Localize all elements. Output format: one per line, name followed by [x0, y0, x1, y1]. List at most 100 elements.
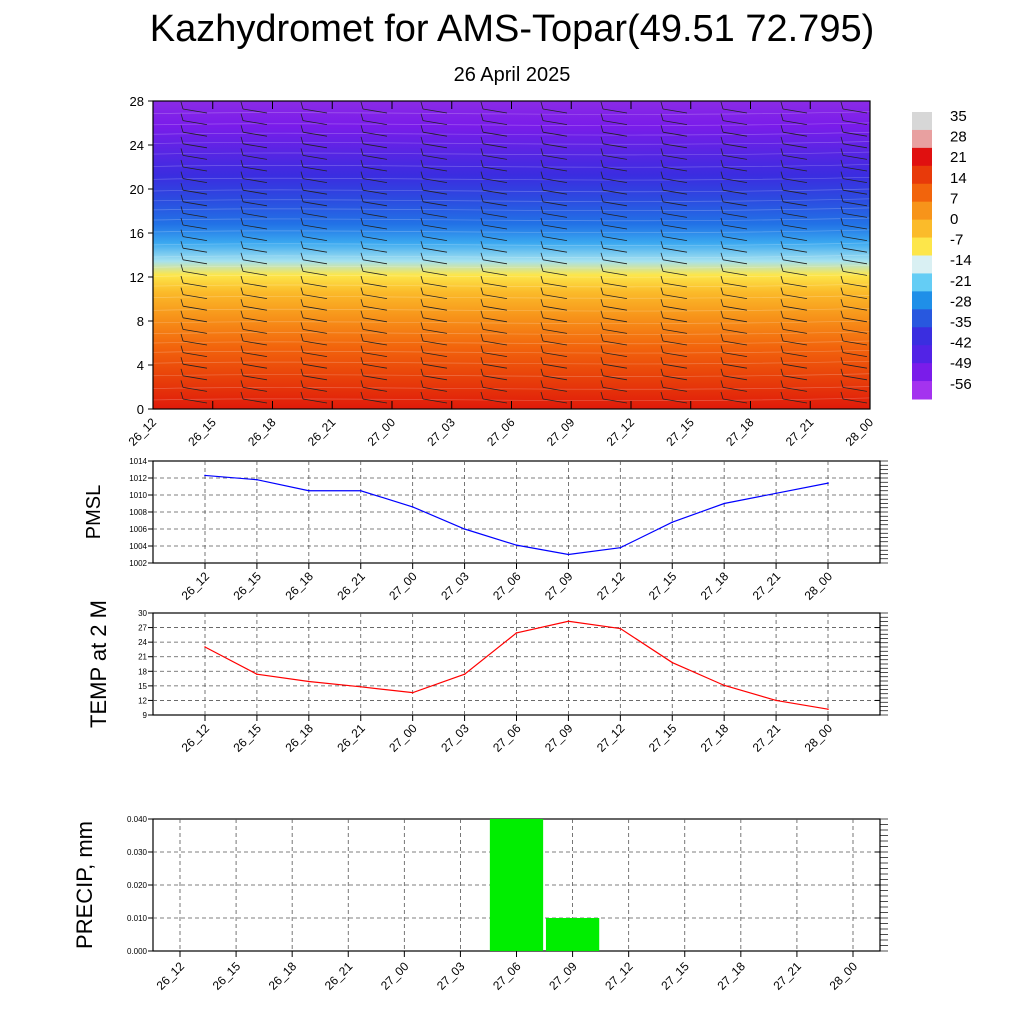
wind-barb-flag [660, 206, 664, 214]
contour-line [152, 207, 871, 212]
wind-barb [242, 201, 268, 207]
wind-barb-flag [180, 299, 184, 307]
wind-barb [422, 363, 448, 369]
wind-barb [422, 166, 448, 172]
wind-barb-flag [420, 241, 424, 249]
wind-barb [422, 120, 448, 125]
wind-barb-flag [540, 241, 544, 249]
wind-barb-flag [480, 299, 484, 307]
wind-barb-flag [180, 310, 184, 318]
wind-barb [542, 224, 568, 230]
wind-barb-flag [360, 252, 364, 260]
wind-barb-flag [240, 380, 244, 388]
wind-barb-flag [420, 299, 424, 307]
x-tick-label: 26_21 [305, 415, 339, 449]
wind-barb-flag [840, 229, 844, 237]
wind-barb [662, 108, 688, 114]
wind-barb-flag [360, 357, 364, 365]
wind-barb-flag [360, 322, 364, 330]
wind-barb-flag [540, 391, 544, 400]
wind-barb-flag [660, 194, 664, 202]
wind-barb [242, 363, 268, 369]
wind-barb [302, 178, 328, 183]
wind-barb-flag [480, 333, 484, 342]
wind-barb-flag [360, 229, 364, 237]
wind-barb [842, 155, 868, 160]
data-point [308, 489, 310, 492]
wind-barb-flag [540, 159, 544, 168]
wind-barb [602, 120, 628, 125]
data-point [256, 478, 258, 481]
wind-barb-flag [660, 264, 664, 272]
x-tick-label: 26_18 [282, 569, 316, 603]
wind-barb [482, 329, 508, 334]
wind-barb [842, 387, 868, 392]
wind-barb-flag [360, 159, 364, 168]
wind-barb [542, 120, 568, 125]
wind-barb-flag [240, 391, 244, 400]
wind-barb [602, 224, 628, 230]
wind-barb [602, 317, 628, 323]
wind-barb [602, 108, 628, 114]
x-tick-label: 28_00 [843, 415, 877, 449]
y-tick-label: 21 [138, 653, 147, 662]
wind-barb [242, 108, 268, 114]
x-tick-label: 26_15 [231, 569, 265, 603]
wind-barb-flag [300, 229, 304, 237]
wind-barb [302, 120, 328, 125]
x-tick-label: 26_12 [179, 721, 213, 755]
wind-barb [182, 224, 208, 230]
wind-barb [242, 189, 268, 195]
colorbar-label: -7 [950, 232, 963, 249]
wind-barb-flag [480, 183, 484, 191]
wind-barb-flag [300, 113, 304, 121]
wind-barb [542, 213, 568, 218]
y-tick-label: 27 [138, 624, 147, 633]
wind-barb-flag [780, 229, 784, 237]
wind-barb-flag [720, 217, 724, 226]
wind-barb [602, 189, 628, 195]
data-point [204, 646, 206, 648]
wind-barb [542, 305, 568, 311]
wind-barb-flag [780, 275, 784, 284]
wind-barb [362, 155, 388, 160]
data-point [827, 708, 829, 710]
wind-barb-flag [360, 345, 364, 353]
wind-barb [482, 363, 508, 369]
wind-barb-flag [720, 391, 724, 400]
wind-barb [542, 247, 568, 253]
wind-barb [362, 363, 388, 369]
wind-barb-flag [300, 171, 304, 179]
contour-line [152, 229, 871, 234]
wind-barb [182, 120, 208, 125]
x-tick-label: 26_18 [282, 721, 316, 755]
wind-barb [662, 213, 688, 218]
wind-barb-flag [840, 310, 844, 318]
wind-barb [662, 201, 688, 207]
wind-barb [662, 131, 688, 137]
wind-barb [362, 259, 388, 265]
colorbar-label: -42 [950, 335, 972, 352]
wind-barb-flag [540, 345, 544, 353]
wind-barb [362, 375, 388, 381]
wind-barb-flag [600, 391, 604, 400]
wind-barb-flag [720, 183, 724, 191]
wind-barb-flag [780, 252, 784, 260]
wind-barb-flag [240, 322, 244, 330]
wind-barb [602, 398, 628, 404]
y-tick-label: 1006 [129, 525, 147, 534]
wind-barb-flag [480, 206, 484, 214]
figure-subtitle: 26 April 2025 [453, 64, 571, 86]
wind-barb [662, 282, 688, 288]
wind-barb [302, 294, 328, 299]
y-tick-label: 0 [137, 402, 144, 417]
wind-barb-flag [840, 287, 844, 295]
wind-barb-flag [600, 310, 604, 318]
wind-barb-flag [420, 391, 424, 400]
wind-barb-flag [360, 113, 364, 121]
wind-barb-flag [540, 299, 544, 307]
wind-barb-flag [840, 125, 844, 133]
wind-barb [542, 340, 568, 346]
wind-barb [422, 305, 448, 311]
x-tick-label: 27_15 [658, 959, 692, 993]
